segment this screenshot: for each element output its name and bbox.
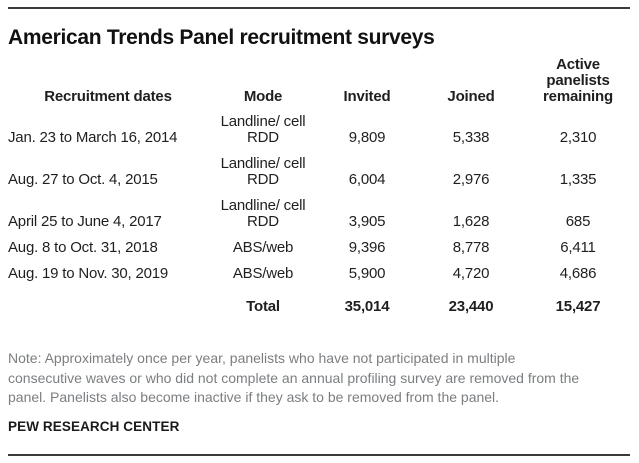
col-header-active-panelists-remaining: Active panelists remaining [526, 57, 630, 111]
cell-mode: ABS/web [208, 237, 318, 263]
source-label: PEW RESEARCH CENTER [8, 418, 180, 434]
cell-mode: Landline/ cell RDD [208, 111, 318, 153]
cell-mode-label: ABS/web [232, 239, 294, 256]
table-row: Aug. 19 to Nov. 30, 2019 ABS/web 5,900 4… [8, 263, 630, 289]
cell-remaining: 1,335 [559, 171, 597, 188]
table-header-row: Recruitment dates Mode Invited Joined Ac… [8, 57, 630, 111]
cell-invited: 6,004 [348, 171, 386, 188]
cell-mode: Landline/ cell RDD [208, 153, 318, 195]
note-line: Note: Approximately once per year, panel… [8, 350, 516, 366]
cell-total-spacer [8, 289, 208, 319]
cell-invited: 9,809 [348, 129, 386, 146]
bottom-divider [8, 454, 630, 456]
note-line: consecutive waves or who did not complet… [8, 369, 580, 386]
col-header-invited: Invited [343, 88, 391, 105]
table-row: Jan. 23 to March 16, 2014 Landline/ cell… [8, 111, 630, 153]
cell-joined: 1,628 [452, 213, 490, 230]
cell-recruitment-dates: Jan. 23 to March 16, 2014 [8, 129, 178, 146]
col-header-mode: Mode [243, 88, 283, 105]
cell-joined: 4,720 [452, 265, 490, 282]
table-total-row: Total 35,014 23,440 15,427 [8, 289, 630, 319]
col-header-recruitment-dates: Recruitment dates [44, 88, 172, 105]
col-header-active-panelists-remaining-label: Active panelists remaining [543, 56, 613, 105]
col-header-joined: Joined [447, 88, 495, 105]
cell-recruitment-dates: Aug. 8 to Oct. 31, 2018 [8, 239, 158, 256]
cell-recruitment-dates: Aug. 27 to Oct. 4, 2015 [8, 171, 158, 188]
table-row: April 25 to June 4, 2017 Landline/ cell … [8, 195, 630, 237]
cell-joined: 2,976 [452, 171, 490, 188]
note-line: panel. Panelists also become inactive if… [8, 389, 500, 405]
cell-joined: 5,338 [452, 129, 490, 146]
figure-note: Note: Approximately once per year, panel… [8, 349, 631, 408]
figure-title: American Trends Panel recruitment survey… [8, 26, 435, 49]
cell-mode-label: Landline/ cell RDD [220, 113, 306, 146]
cell-remaining: 6,411 [560, 239, 596, 256]
cell-mode-label: Landline/ cell RDD [220, 155, 306, 188]
top-divider [8, 7, 630, 9]
cell-mode-label: Landline/ cell RDD [220, 197, 306, 230]
cell-invited: 9,396 [348, 239, 386, 256]
cell-remaining: 2,310 [559, 129, 597, 146]
recruitment-table: Recruitment dates Mode Invited Joined Ac… [8, 57, 630, 319]
cell-mode: ABS/web [208, 263, 318, 289]
cell-total-remaining: 15,427 [555, 298, 601, 315]
cell-invited: 5,900 [348, 265, 386, 282]
cell-joined: 8,778 [452, 239, 490, 256]
table-row: Aug. 8 to Oct. 31, 2018 ABS/web 9,396 8,… [8, 237, 630, 263]
cell-mode: Landline/ cell RDD [208, 195, 318, 237]
cell-total-invited: 35,014 [344, 298, 390, 315]
cell-recruitment-dates: April 25 to June 4, 2017 [8, 213, 162, 230]
table-row: Aug. 27 to Oct. 4, 2015 Landline/ cell R… [8, 153, 630, 195]
cell-invited: 3,905 [348, 213, 386, 230]
cell-total-label: Total [246, 298, 280, 315]
cell-remaining: 685 [565, 213, 591, 230]
cell-total-joined: 23,440 [448, 298, 494, 315]
cell-mode-label: ABS/web [232, 265, 294, 282]
cell-remaining: 4,686 [559, 265, 597, 282]
cell-recruitment-dates: Aug. 19 to Nov. 30, 2019 [8, 265, 169, 282]
